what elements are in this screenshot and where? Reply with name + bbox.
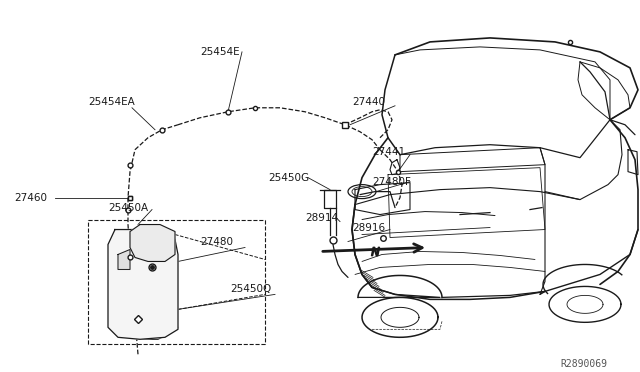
Text: 25450A: 25450A xyxy=(108,203,148,212)
Text: 25454E: 25454E xyxy=(200,47,239,57)
Text: 27480F: 27480F xyxy=(372,177,411,187)
Text: R2890069: R2890069 xyxy=(560,359,607,369)
Text: 27441: 27441 xyxy=(372,147,405,157)
Text: 27440: 27440 xyxy=(352,97,385,107)
Text: 28916: 28916 xyxy=(352,222,385,232)
Text: 25454EA: 25454EA xyxy=(88,97,135,107)
Text: 27460: 27460 xyxy=(14,193,47,203)
Text: 28914: 28914 xyxy=(305,212,338,222)
Polygon shape xyxy=(108,230,178,339)
Polygon shape xyxy=(118,250,130,269)
Text: 25450G: 25450G xyxy=(268,173,309,183)
Text: 27480: 27480 xyxy=(200,237,233,247)
Text: 25450Q: 25450Q xyxy=(230,285,271,294)
Polygon shape xyxy=(130,225,175,262)
